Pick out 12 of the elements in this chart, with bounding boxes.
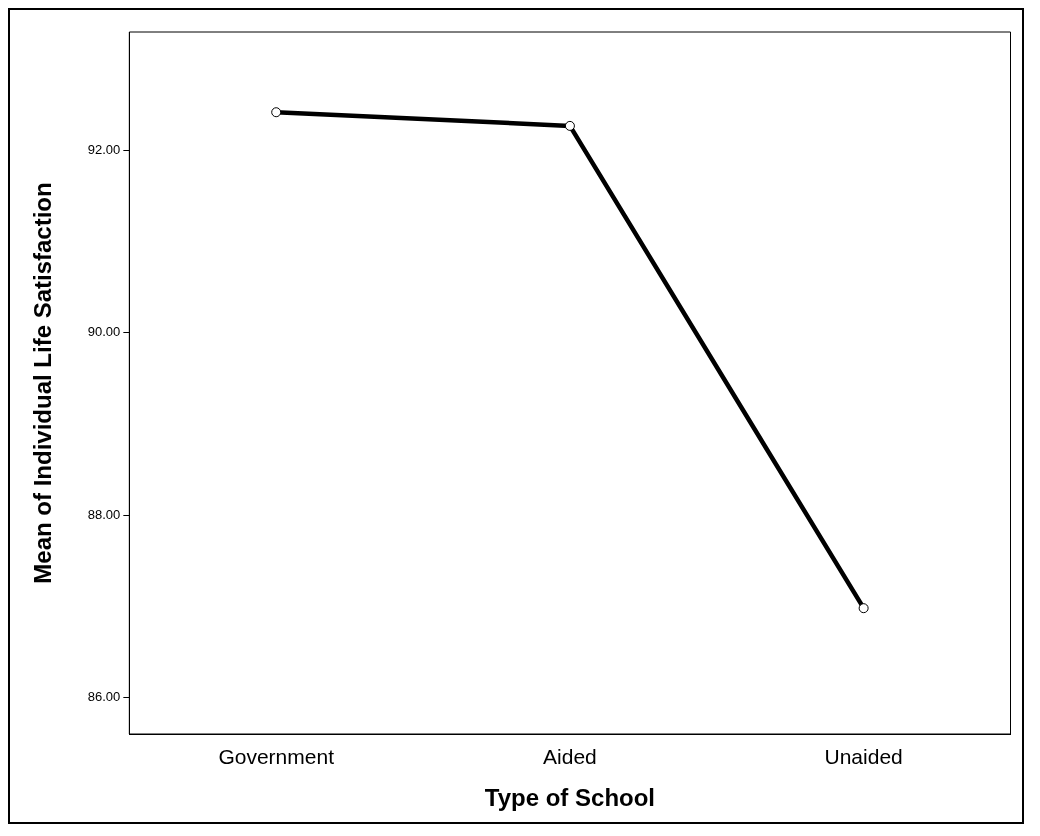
y-tick-label: 86.00 [87, 689, 121, 705]
y-tick-label: 92.00 [87, 142, 121, 158]
x-tick-label: Aided [543, 745, 597, 769]
point [564, 120, 575, 131]
point [271, 107, 282, 118]
x-axis-title: Type of School [484, 784, 656, 812]
x-tick-label: Unaided [824, 745, 903, 769]
x-tick-label: Government [218, 745, 335, 769]
point [858, 603, 869, 614]
y-axis-title: Mean of Individual Life Satisfaction [29, 182, 57, 584]
y-tick-label: 88.00 [87, 506, 121, 522]
y-tick-label: 90.00 [87, 324, 121, 340]
